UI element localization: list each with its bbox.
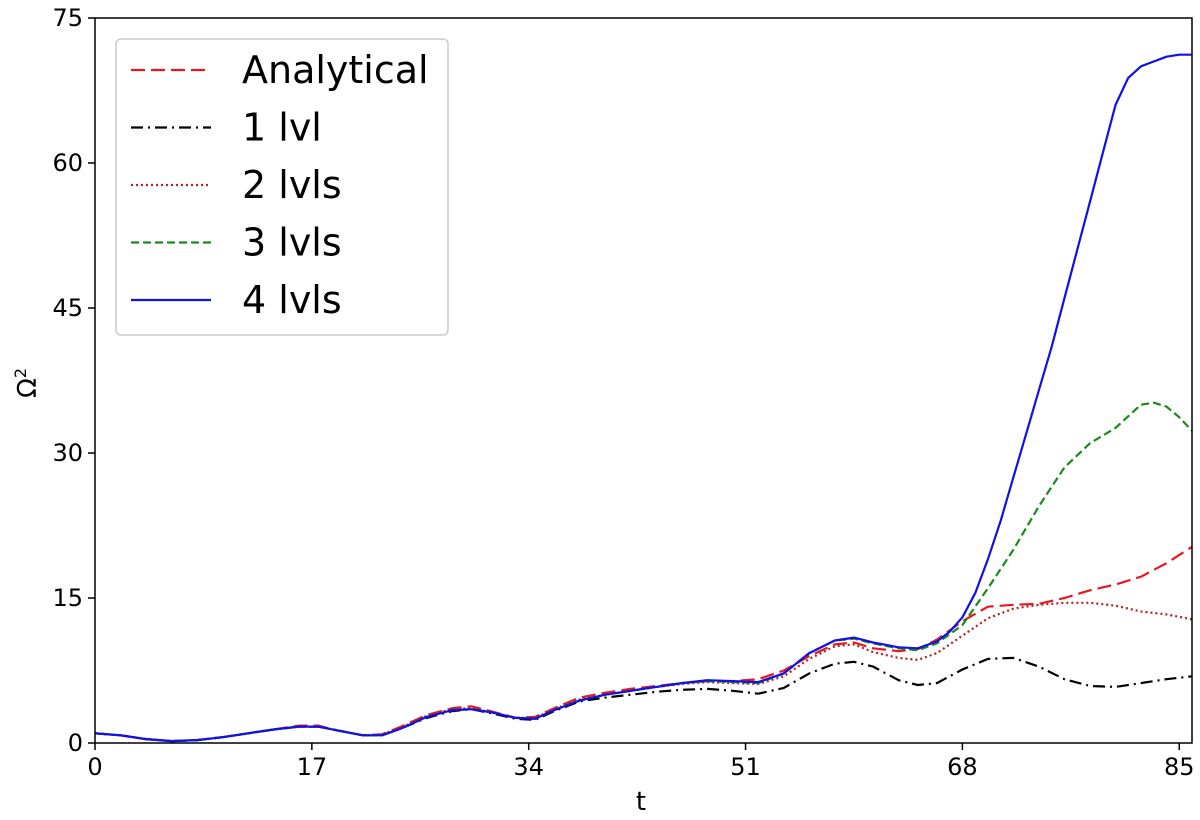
legend-label-4-lvls: 4 lvls: [242, 278, 342, 322]
y-axis-title-superscript: 2: [11, 368, 30, 378]
x-tick-label: 17: [297, 753, 328, 781]
legend-label-2-lvls: 2 lvls: [242, 163, 342, 207]
y-tick-label: 75: [52, 4, 83, 32]
y-axis-title: Ω2: [11, 368, 43, 398]
legend-label-1-lvl: 1 lvl: [242, 106, 322, 150]
x-tick-label: 34: [513, 753, 544, 781]
x-axis-ticks: 0 17 34 51 68 85: [87, 743, 1195, 781]
x-tick-label: 85: [1164, 753, 1195, 781]
series-lines: [94, 53, 1193, 743]
series-line-2-lvls: [94, 601, 1193, 743]
x-tick-label: 0: [87, 753, 102, 781]
series-line-analytical: [94, 545, 1193, 743]
series-line-3-lvls: [94, 401, 1193, 743]
x-tick-label: 68: [947, 753, 978, 781]
y-tick-label: 45: [52, 294, 83, 322]
x-axis-title: t: [636, 787, 646, 817]
y-axis-ticks: 0 15 30 45 60 75: [52, 4, 95, 757]
legend-label-3-lvls: 3 lvls: [242, 221, 342, 265]
y-tick-label: 15: [52, 584, 83, 612]
y-tick-label: 0: [68, 729, 83, 757]
y-tick-label: 60: [52, 149, 83, 177]
series-line-4-lvls: [94, 53, 1192, 743]
y-axis-title-base: Ω: [13, 378, 43, 398]
legend-box: [115, 38, 449, 336]
legend: Analytical 1 lvl 2 lvls 3 lvls 4 lvls: [115, 38, 449, 336]
series-line-1-lvl: [94, 656, 1193, 743]
x-tick-label: 51: [730, 753, 761, 781]
legend-label-analytical: Analytical: [242, 48, 429, 92]
plot-area-frame: [94, 17, 1193, 744]
y-tick-label: 30: [52, 439, 83, 467]
